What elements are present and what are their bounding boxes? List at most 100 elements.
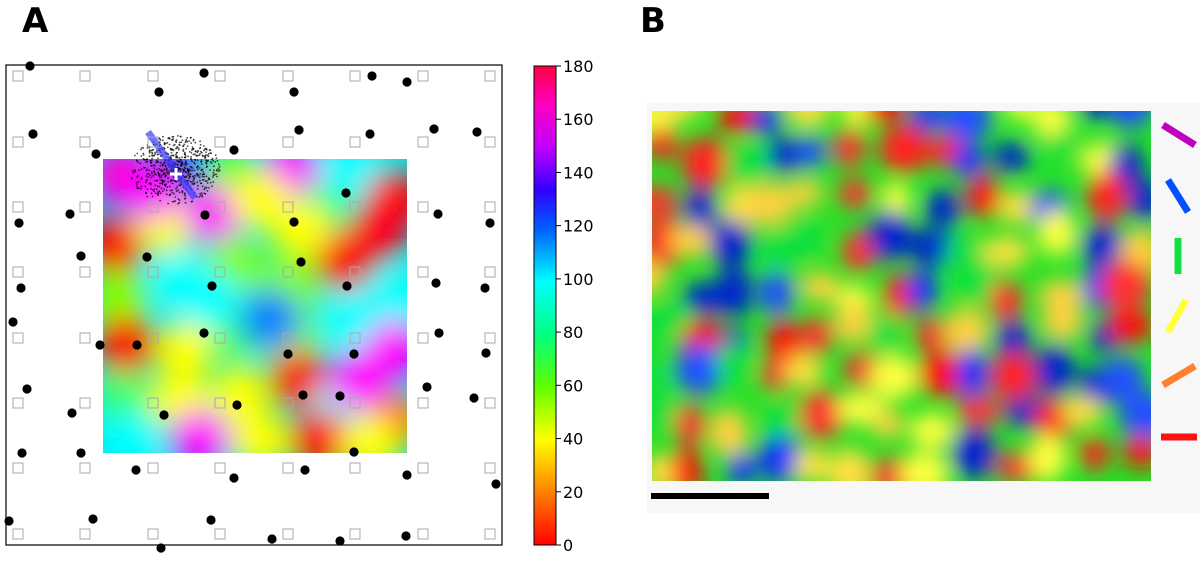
panel-a-dots [4,61,501,553]
scatter-point [188,177,190,180]
scatter-point [187,174,190,177]
scatter-point [199,192,202,195]
map-b-region [671,446,703,481]
map-a-region [103,215,145,275]
scatter-point [183,163,186,166]
grid-square-marker [282,462,294,474]
map-b-region [915,317,946,353]
grid-square-marker [147,462,159,474]
scatter-point [150,149,153,152]
scatter-point [161,179,164,182]
scatter-point [214,161,217,163]
scatter-point [199,152,202,155]
scatter-point [159,169,162,171]
panel-a-cross-marker [170,168,182,180]
scatter-point [201,154,204,157]
scatter-point [192,175,195,178]
map-b-region [792,137,828,167]
map-b-region [871,410,904,439]
data-dot [65,209,75,219]
scatter-point [186,168,189,170]
map-a-region [340,415,400,453]
scatter-point [194,159,197,161]
map-b-region [674,403,705,446]
panel-b-orientation-map [652,111,1151,481]
scatter-point [136,176,139,179]
map-b-region [997,191,1040,224]
scatter-point [171,136,174,138]
scatter-point [167,177,170,180]
scatter-point [136,187,139,190]
scatter-point [191,180,193,183]
scatter-point [186,140,189,143]
grid-square-marker [214,266,226,278]
scatter-point [187,155,190,158]
scatter-point [214,154,217,157]
map-b-region [746,182,795,226]
scatter-point [181,139,184,142]
scatter-point [138,169,141,172]
grid-square-marker [484,462,496,474]
scatter-point [180,141,183,144]
grid-square-marker [12,397,24,409]
data-dot [267,534,277,544]
scatter-point [167,181,170,183]
data-dot [300,465,310,475]
scatter-point [179,158,182,161]
scatter-point [187,172,190,174]
scatter-point [144,167,147,169]
scatter-point [209,169,212,171]
map-b-region [793,447,830,481]
map-b-region [990,351,1038,402]
scatter-point [171,139,174,142]
data-dot [131,465,141,475]
scatter-point [156,168,158,171]
scatter-point [193,182,196,185]
map-a-region [320,290,380,350]
map-a-region [240,290,300,350]
scatter-point [145,181,147,184]
scatter-point [211,185,213,188]
map-b-region [766,320,802,365]
scatter-point [185,160,188,163]
scatter-point [189,173,192,176]
scatter-point [150,159,153,162]
grid-square-marker [282,136,294,148]
colorbar-ticks: 0 20 40 60 80 100 120 140 160 180 [556,57,594,555]
colorbar-tick-label: 120 [563,217,594,236]
scatter-point [163,188,166,191]
grid-square-marker [12,528,24,540]
data-dot [294,125,304,135]
data-dot [95,340,105,350]
map-b-region [1044,130,1080,160]
grid-square-marker [12,266,24,278]
scatter-point [136,159,138,162]
map-a-region [180,270,240,330]
scatter-point [194,150,197,153]
map-b-region [760,226,797,270]
scatter-point [170,151,173,154]
scatter-point [160,187,163,190]
scatter-point [160,176,163,179]
scatter-point [184,194,187,197]
map-b-region [675,343,724,395]
data-dot [25,61,35,71]
scatter-point [152,189,154,191]
scatter-point [203,188,206,190]
scatter-point [173,143,176,146]
scatter-point [184,162,187,165]
map-b-region [1033,344,1075,396]
scatter-point [177,148,180,151]
map-a-region [170,410,230,453]
scatter-point [158,176,161,179]
scatter-point [140,187,142,190]
map-a-region [103,410,160,453]
panel-a-grid-squares [12,70,496,540]
scatter-point [169,180,172,183]
scatter-point [145,175,148,178]
data-dot [4,516,14,526]
scatter-point [186,145,189,148]
scatter-point [169,185,171,188]
scatter-point [202,171,205,173]
scatter-point [156,180,159,182]
